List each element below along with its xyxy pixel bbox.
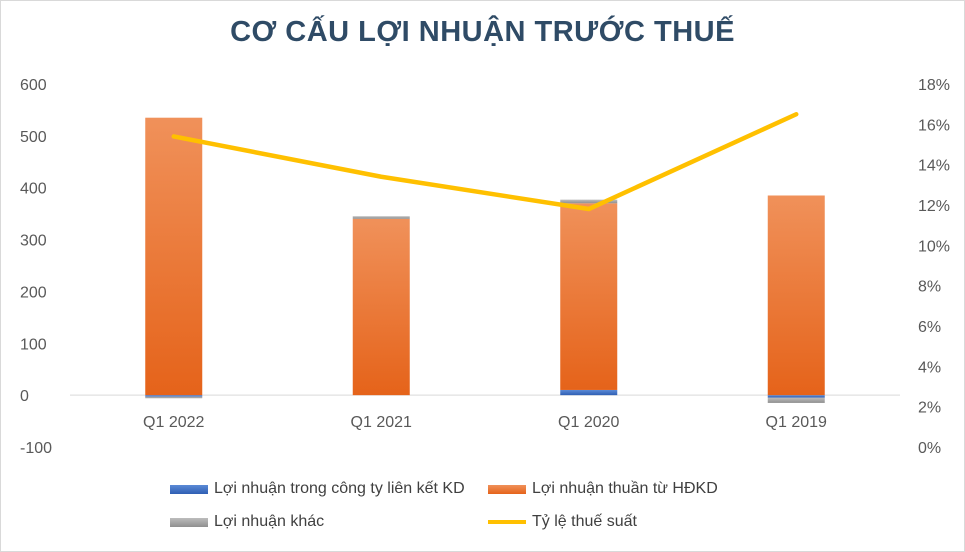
bar-segment (767, 195, 825, 396)
y2-tick-label: 14% (918, 158, 950, 175)
y2-tick-label: 16% (918, 117, 950, 134)
tax-rate-line (171, 112, 799, 212)
bar-segment (560, 199, 618, 204)
legend-item-other: Lợi nhuận khác (170, 513, 324, 531)
y-tick-label: 400 (20, 181, 47, 198)
y-tick-label: 600 (20, 77, 47, 94)
legend-item-operating: Lợi nhuận thuần từ HĐKD (488, 480, 718, 498)
y2-tick-label: 6% (918, 319, 941, 336)
y-tick-label: 500 (20, 129, 47, 146)
y-tick-label: 200 (20, 284, 47, 301)
legend-swatch-tax-rate (488, 520, 526, 524)
y-tick-label: 100 (20, 336, 47, 353)
y2-tick-label: 8% (918, 279, 941, 296)
x-tick-label: Q1 2020 (558, 414, 619, 431)
y2-tick-label: 2% (918, 400, 941, 417)
chart-title: CƠ CẤU LỢI NHUẬN TRƯỚC THUẾ (230, 16, 735, 48)
legend-label-operating: Lợi nhuận thuần từ HĐKD (532, 480, 718, 497)
tax-rate-point (588, 208, 590, 210)
y-tick-label: 300 (20, 233, 47, 250)
x-tick-label: Q1 2019 (766, 414, 827, 431)
x-tick-label: Q1 2021 (351, 414, 412, 431)
y2-tick-label: 18% (918, 77, 950, 94)
legend-label-other: Lợi nhuận khác (214, 513, 325, 530)
tax-rate-point (380, 176, 382, 178)
bar-segment (767, 395, 825, 398)
y-tick-label: 0 (20, 388, 29, 405)
bar-segment (145, 395, 203, 397)
bar-segment (560, 389, 618, 396)
legend-item-tax-rate: Tỷ lệ thuế suất (488, 513, 637, 531)
legend-swatch-associates (170, 484, 208, 494)
y2-tick-label: 10% (918, 238, 950, 255)
bar-segment (145, 117, 203, 396)
legend-label-tax-rate: Tỷ lệ thuế suất (532, 513, 637, 530)
legend-label-associates: Lợi nhuận trong công ty liên kết KD (214, 480, 465, 497)
x-tick-label: Q1 2022 (143, 414, 204, 431)
legend: Lợi nhuận trong công ty liên kết KD Lợi … (0, 470, 965, 540)
bar-segment (352, 218, 410, 396)
tax-rate-point (795, 113, 797, 115)
y-tick-label: -100 (20, 440, 52, 457)
legend-swatch-other (170, 517, 208, 527)
tax-rate-point (173, 135, 175, 137)
y2-tick-label: 4% (918, 359, 941, 376)
bar-segment (145, 396, 203, 399)
y2-tick-label: 12% (918, 198, 950, 215)
y2-tick-label: 0% (918, 440, 941, 457)
legend-item-associates: Lợi nhuận trong công ty liên kết KD (170, 480, 465, 498)
bar-segment (560, 203, 618, 390)
bar-segment (352, 216, 410, 219)
legend-swatch-operating (488, 484, 526, 494)
bar-segment (767, 397, 825, 403)
